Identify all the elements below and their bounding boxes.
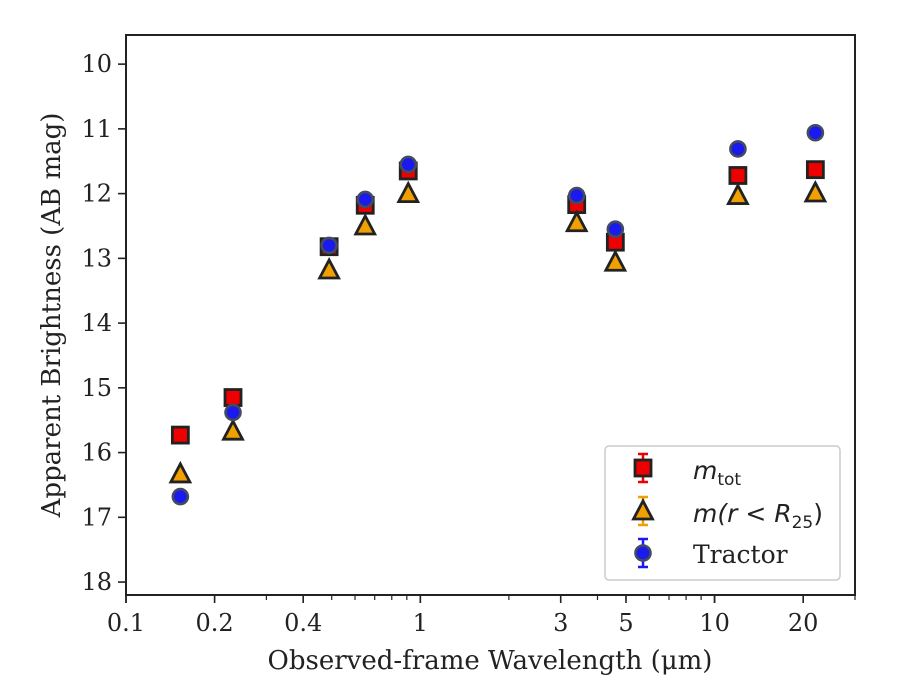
- data-point-triangle: [564, 209, 589, 233]
- y-tick-label: 13: [81, 244, 112, 272]
- data-point-triangle: [168, 460, 193, 484]
- y-tick-label: 10: [81, 50, 112, 78]
- data-point-square: [805, 160, 825, 180]
- legend-label-m-r25: m(r < R25): [693, 499, 823, 533]
- data-markers: [168, 123, 828, 506]
- y-axis-ticks: 10 11 12 13 14 15 16 17 18: [81, 50, 126, 596]
- x-tick-label: 20: [788, 609, 819, 637]
- x-tick-label: 1: [413, 609, 428, 637]
- data-point-triangle: [396, 180, 421, 204]
- data-point-circle: [356, 190, 375, 209]
- data-point-circle: [729, 140, 747, 158]
- series-triangle: [168, 179, 828, 484]
- data-point-triangle: [603, 249, 628, 272]
- legend: mtot m(r < R25) Tractor: [604, 445, 841, 581]
- x-axis-label: Observed-frame Wavelength (μm): [268, 646, 713, 676]
- x-axis-ticks: 0.1 0.2 0.4 1 3 5 10 20: [107, 595, 856, 637]
- legend-label-mtot: mtot: [693, 456, 741, 490]
- legend-marker-circle: [634, 544, 652, 562]
- data-point-triangle: [353, 212, 378, 236]
- data-point-circle: [606, 220, 625, 239]
- data-point-circle: [224, 403, 242, 422]
- x-tick-label: 10: [699, 609, 730, 637]
- data-point-triangle: [221, 418, 245, 441]
- y-tick-label: 12: [81, 180, 112, 208]
- y-tick-label: 16: [81, 439, 112, 467]
- data-point-circle: [320, 236, 338, 255]
- data-point-circle: [567, 186, 586, 205]
- y-tick-label: 17: [81, 503, 112, 531]
- data-point-square: [223, 388, 243, 407]
- x-tick-label: 0.2: [196, 609, 234, 637]
- data-point-circle: [806, 123, 825, 142]
- data-point-circle: [171, 487, 190, 506]
- x-tick-label: 3: [553, 609, 568, 637]
- x-tick-label: 0.1: [107, 609, 145, 637]
- y-tick-label: 18: [81, 568, 112, 596]
- data-point-circle: [399, 155, 418, 174]
- y-tick-label: 14: [81, 309, 112, 337]
- data-point-triangle: [726, 182, 750, 205]
- x-tick-label: 0.4: [284, 609, 322, 637]
- y-axis-label: Apparent Brightness (AB mag): [37, 113, 67, 519]
- legend-symbols: [631, 452, 655, 569]
- data-point-square: [728, 166, 748, 185]
- legend-marker-triangle: [631, 498, 655, 521]
- legend-box: [604, 445, 841, 581]
- legend-label-tractor: Tractor: [693, 540, 788, 569]
- data-point-triangle: [803, 179, 828, 203]
- data-point-square: [170, 425, 190, 445]
- series-circle: [171, 123, 825, 506]
- x-tick-label: 5: [618, 609, 633, 637]
- plot-frame: [125, 34, 856, 596]
- legend-marker-square: [633, 458, 653, 478]
- y-tick-label: 11: [81, 115, 112, 143]
- data-point-triangle: [317, 257, 341, 280]
- y-tick-label: 15: [81, 374, 112, 402]
